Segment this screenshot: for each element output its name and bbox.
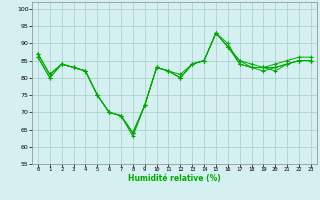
- X-axis label: Humidité relative (%): Humidité relative (%): [128, 174, 221, 183]
